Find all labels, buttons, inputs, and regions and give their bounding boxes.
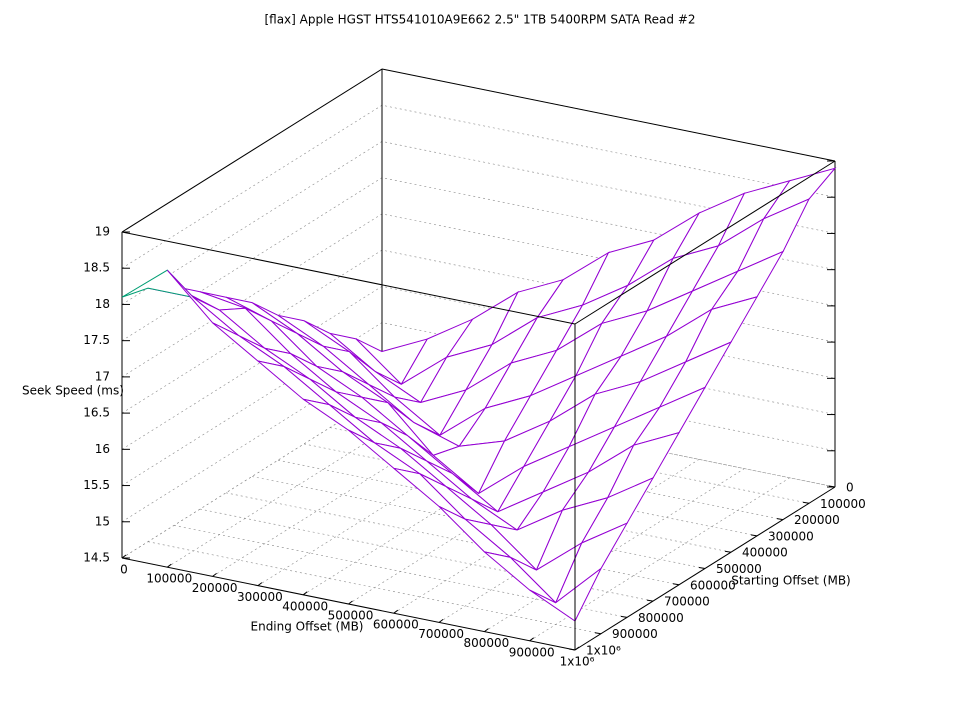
chart-title: [flax] Apple HGST HTS541010A9E662 2.5" 1… (264, 13, 695, 27)
y-tick (568, 648, 576, 651)
y-tick (672, 583, 680, 586)
box-edge (381, 68, 836, 162)
x-tick-label: 900000 (509, 645, 555, 659)
y-tick (750, 534, 758, 537)
y-tick (698, 567, 706, 569)
surface-cell (121, 269, 195, 299)
y-tick-label: 1x10⁶ (586, 644, 621, 658)
z-tick-label: 16.5 (83, 406, 110, 420)
z-tick-label: 16 (95, 442, 110, 456)
y-tick-label: 200000 (794, 513, 840, 527)
z-tick-label: 19 (95, 225, 110, 239)
y-tick-label: 700000 (664, 595, 710, 609)
x-tick-label: 1x10⁶ (560, 655, 595, 669)
x-tick (574, 646, 580, 651)
box-edge (121, 68, 383, 233)
x-tick (484, 628, 489, 632)
x-tick-label: 800000 (463, 636, 509, 650)
y-tick (802, 501, 810, 504)
y-tick-label: 800000 (638, 611, 684, 625)
z-tick-label: 18 (95, 297, 110, 311)
y-tick (724, 550, 732, 553)
z-tick-label: 17.5 (83, 333, 110, 347)
y-axis-label: Starting Offset (MB) (731, 574, 851, 588)
y-tick-label: 300000 (768, 529, 814, 543)
y-tick-label: 0 (846, 481, 854, 495)
x-tick-label: 700000 (418, 627, 464, 641)
x-tick (438, 619, 444, 623)
x-grid-line (438, 459, 700, 623)
x-tick-label: 600000 (373, 618, 419, 632)
y-grid-line (147, 541, 602, 634)
x-tick (212, 573, 217, 577)
y-tick-label: 900000 (612, 627, 658, 641)
z-tick-label: 17 (95, 369, 110, 383)
y-tick-label: 600000 (690, 578, 736, 592)
z-tick-label: 15.5 (83, 478, 110, 492)
x-tick-label: 500000 (328, 609, 374, 623)
z-tick-label: 18.5 (83, 261, 110, 275)
y-tick (620, 615, 628, 618)
y-grid-line (225, 492, 680, 586)
x-tick-label: 0 (120, 563, 128, 577)
x-tick (167, 563, 172, 568)
x-tick-label: 100000 (146, 572, 192, 586)
z-axis-label: Seek Speed (ms) (22, 384, 124, 398)
y-tick-label: 100000 (820, 497, 866, 511)
y-tick (594, 632, 602, 635)
x-tick-label: 200000 (192, 581, 238, 595)
box-edge (574, 160, 836, 325)
x-tick-label: 400000 (282, 599, 328, 613)
x-tick (121, 554, 127, 559)
x-tick (257, 582, 263, 586)
y-tick (776, 518, 784, 521)
y-tick (828, 485, 836, 488)
x-tick (529, 637, 535, 642)
x-tick (348, 600, 353, 605)
y-tick-label: 500000 (716, 562, 762, 576)
z-tick-label: 15 (95, 514, 110, 528)
y-tick (646, 599, 654, 602)
x-tick-label: 300000 (237, 590, 283, 604)
x-tick (302, 591, 308, 596)
x-axis-label: Ending Offset (MB) (251, 620, 364, 634)
z-tick-label: 14.5 (83, 551, 110, 565)
y-tick-label: 400000 (742, 546, 788, 560)
x-tick (393, 609, 399, 614)
box-edge (121, 231, 576, 325)
x-grid-line (484, 468, 745, 632)
